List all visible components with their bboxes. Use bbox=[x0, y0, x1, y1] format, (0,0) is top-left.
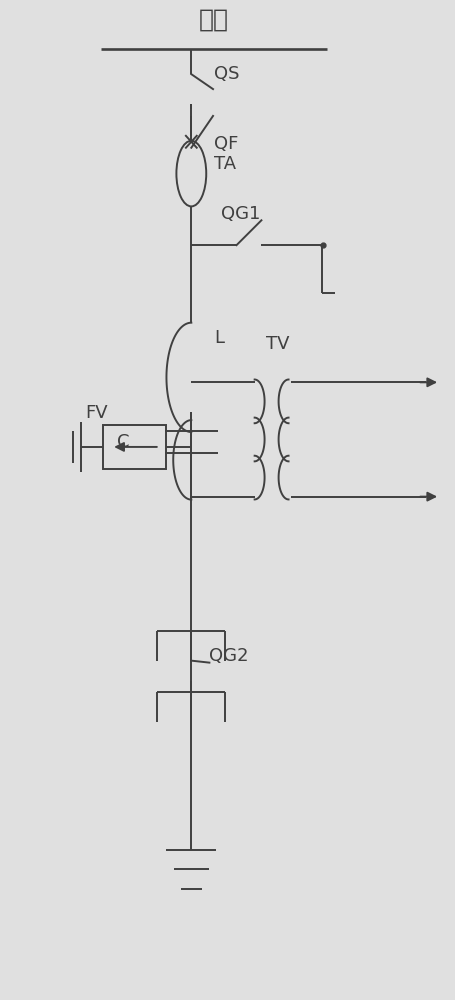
Text: L: L bbox=[214, 329, 224, 347]
Bar bbox=[103, 425, 167, 469]
Text: QG1: QG1 bbox=[221, 205, 260, 223]
Text: QS: QS bbox=[214, 65, 239, 83]
Text: 母线: 母线 bbox=[199, 7, 229, 31]
Text: QF: QF bbox=[214, 135, 238, 153]
Text: FV: FV bbox=[85, 404, 108, 422]
Text: TV: TV bbox=[266, 335, 289, 353]
Text: QG2: QG2 bbox=[209, 647, 249, 665]
Text: TA: TA bbox=[214, 155, 236, 173]
Text: C: C bbox=[116, 433, 129, 451]
